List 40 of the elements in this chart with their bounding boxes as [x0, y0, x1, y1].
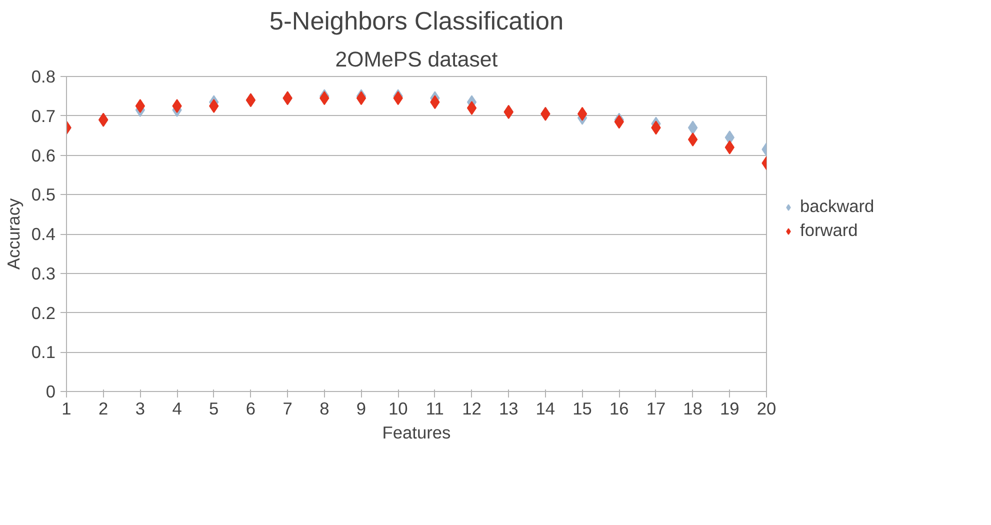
- x-tick-label: 16: [609, 398, 629, 418]
- point: [688, 132, 698, 146]
- y-tick-label: 0: [46, 382, 56, 402]
- legend-label: forward: [800, 220, 858, 241]
- chart-subtitle: 2OMePS dataset: [335, 48, 498, 72]
- x-tick-label: 17: [646, 398, 666, 418]
- x-tick-label: 5: [209, 398, 219, 418]
- chart-title: 5-Neighbors Classification: [269, 8, 564, 36]
- y-tick-label: 0.4: [31, 224, 56, 244]
- x-tick-label: 14: [536, 398, 556, 418]
- y-tick-label: 0.5: [31, 184, 56, 205]
- legend-label: backward: [800, 196, 874, 217]
- x-tick-label: 19: [720, 398, 740, 418]
- x-tick-label: 18: [683, 398, 702, 418]
- x-tick-label: 3: [135, 398, 146, 418]
- x-tick-label: 8: [320, 398, 330, 418]
- y-tick-label: 0.2: [31, 302, 56, 323]
- y-tick-label: 0.8: [31, 66, 56, 86]
- point: [135, 99, 146, 114]
- x-tick-label: 10: [388, 398, 408, 418]
- y-tick-label: 0.6: [31, 145, 56, 166]
- x-tick-label: 12: [462, 398, 482, 418]
- x-tick-label: 4: [172, 398, 182, 418]
- point: [577, 106, 588, 121]
- x-tick-label: 13: [498, 398, 518, 418]
- point: [688, 120, 698, 135]
- x-tick-label: 1: [62, 398, 72, 418]
- x-tick-label: 15: [572, 398, 592, 418]
- point: [466, 101, 477, 115]
- y-tick-label: 0.7: [31, 106, 56, 126]
- y-tick-label: 0.3: [31, 263, 56, 284]
- x-tick-label: 11: [426, 398, 444, 418]
- x-tick-label: 2: [98, 398, 108, 418]
- x-tick-label: 7: [282, 398, 292, 418]
- x-tick-label: 6: [246, 398, 256, 418]
- x-axis-title: Features: [382, 422, 452, 442]
- y-tick-label: 0.1: [31, 342, 56, 362]
- x-tick-label: 9: [356, 398, 366, 418]
- y-axis-title: Accuracy: [3, 198, 24, 270]
- x-tick-label: 20: [756, 398, 776, 418]
